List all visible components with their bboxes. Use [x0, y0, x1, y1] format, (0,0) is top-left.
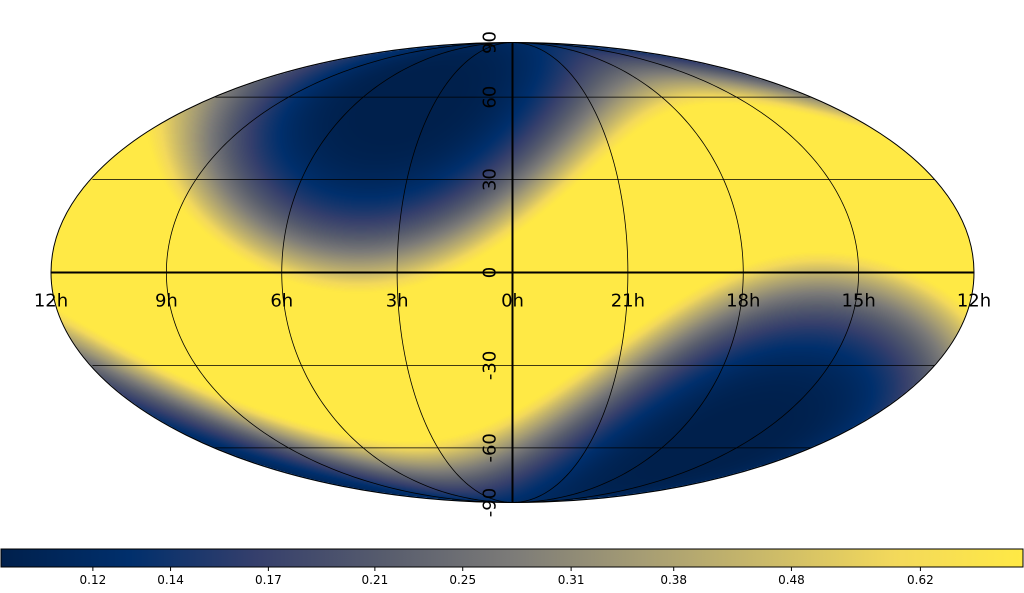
ra-labels: 12h 9h 6h 3h 0h 21h 18h 15h 12h [34, 291, 991, 312]
colorbar-tick-label: 0.25 [449, 573, 476, 587]
graticule [51, 42, 974, 503]
ra-tick-label: 21h [611, 291, 645, 312]
colorbar-tick-label: 0.21 [362, 573, 389, 587]
colorbar-tick-label: 0.31 [558, 573, 585, 587]
ra-tick-label: 3h [386, 291, 409, 312]
dec-tick-label: 60 [480, 86, 501, 109]
dec-tick-label: 30 [480, 168, 501, 191]
dec-tick-label: -60 [480, 433, 501, 462]
ra-tick-label: 12h [34, 291, 68, 312]
dec-labels: 90 60 30 0 -30 -60 -90 [480, 31, 501, 517]
dec-tick-label: -30 [480, 351, 501, 380]
colorbar-tick-label: 0.14 [157, 573, 184, 587]
ra-tick-label: 6h [270, 291, 293, 312]
dec-tick-label: 0 [480, 267, 501, 278]
ra-tick-label: 0h [501, 291, 524, 312]
ra-tick-label: 12h [957, 291, 991, 312]
colorbar-tick-label: 0.62 [907, 573, 934, 587]
colorbar-tick-label: 0.38 [660, 573, 687, 587]
ra-tick-label: 9h [155, 291, 178, 312]
colorbar-tick-label: 0.12 [80, 573, 107, 587]
map-outline [50, 42, 975, 503]
dec-tick-label: -90 [480, 488, 501, 517]
ra-tick-label: 18h [726, 291, 760, 312]
colorbar: 0.12 0.14 0.17 0.21 0.25 0.31 0.38 0.48 0.62 [0, 548, 1024, 587]
ra-tick-label: 15h [841, 291, 875, 312]
colorbar-tick-label: 0.48 [778, 573, 805, 587]
colorbar-gradient [0, 548, 1024, 568]
colorbar-tick-label: 0.17 [255, 573, 282, 587]
dec-tick-label: 90 [480, 31, 501, 54]
